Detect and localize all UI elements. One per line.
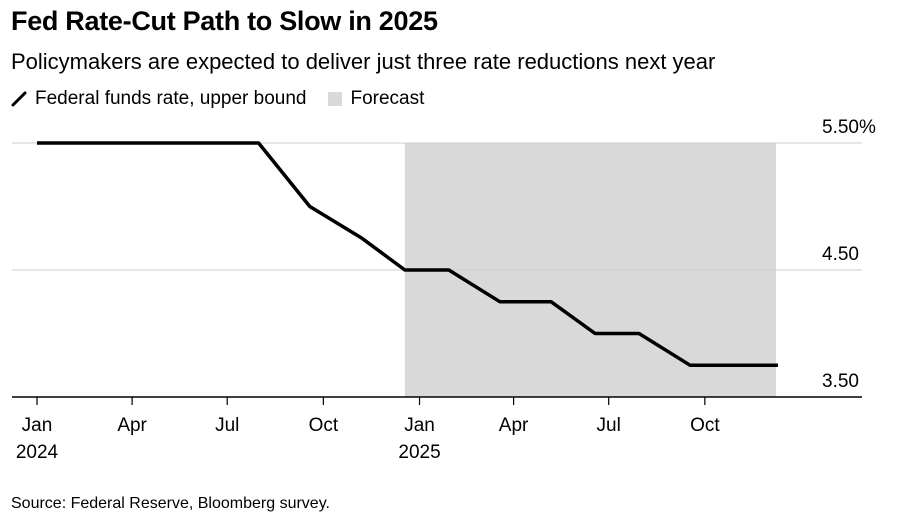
source-note: Source: Federal Reserve, Bloomberg surve… bbox=[11, 495, 330, 512]
legend-item-forecast: Forecast bbox=[328, 88, 424, 110]
chart-subtitle: Policymakers are expected to deliver jus… bbox=[11, 49, 716, 74]
x-year-label: 2024 bbox=[16, 442, 59, 463]
x-tick-label: Oct bbox=[690, 415, 720, 436]
x-tick-label: Jan bbox=[22, 415, 53, 436]
forecast-swatch-icon bbox=[328, 92, 343, 106]
x-tick-label: Apr bbox=[499, 415, 529, 436]
chart-title: Fed Rate-Cut Path to Slow in 2025 bbox=[11, 6, 438, 36]
series-line bbox=[37, 141, 778, 368]
x-year-label: 2025 bbox=[398, 442, 440, 463]
x-tick-label: Oct bbox=[309, 415, 339, 436]
x-tick-label: Jan bbox=[404, 415, 435, 436]
legend: Federal funds rate, upper bound Forecast bbox=[11, 87, 446, 111]
y-tick-label: 3.50 bbox=[822, 371, 859, 392]
x-tick-label: Apr bbox=[117, 415, 147, 436]
x-tick-label: Jul bbox=[597, 415, 621, 436]
y-tick-label: 5.50% bbox=[822, 117, 876, 138]
legend-item-line: Federal funds rate, upper bound bbox=[11, 88, 306, 110]
line-swatch-icon bbox=[11, 91, 27, 107]
legend-forecast-label: Forecast bbox=[350, 88, 425, 109]
y-tick-label: 4.50 bbox=[822, 244, 859, 265]
legend-line-label: Federal funds rate, upper bound bbox=[35, 88, 307, 109]
x-tick-label: Jul bbox=[215, 415, 239, 436]
